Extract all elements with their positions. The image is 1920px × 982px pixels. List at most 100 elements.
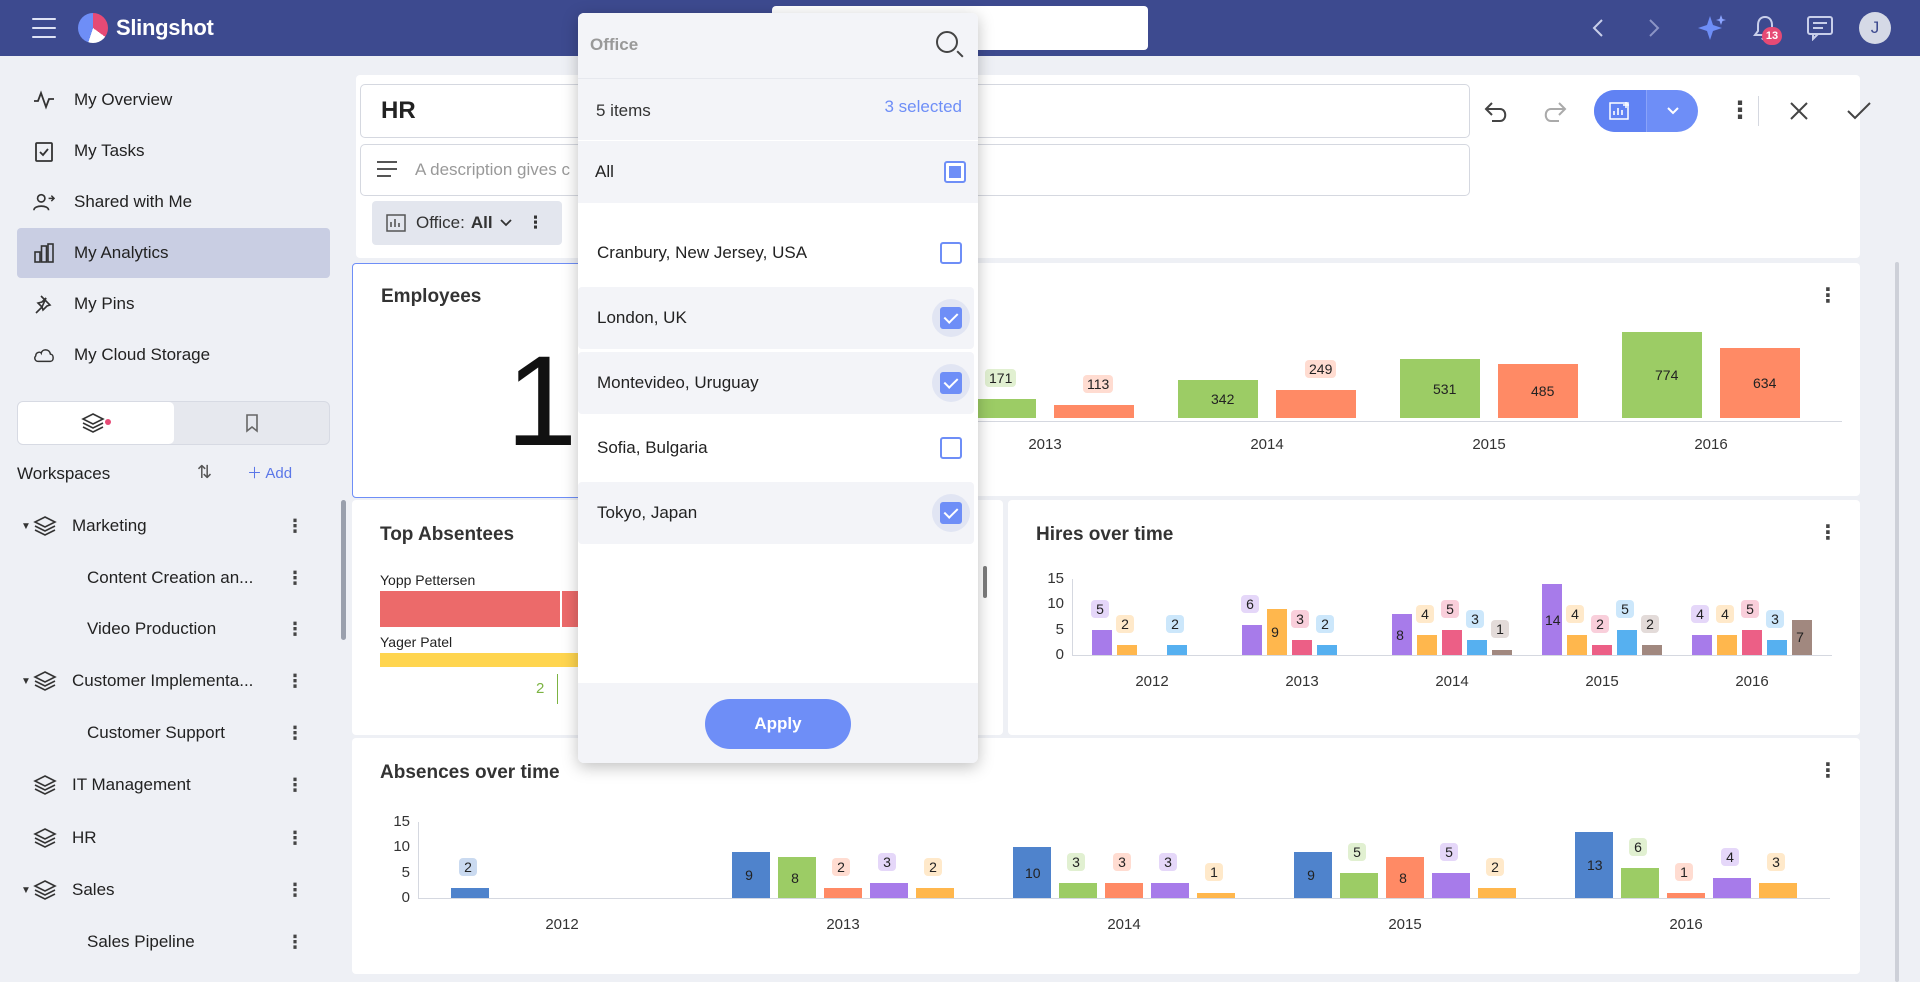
chat-icon[interactable] — [1806, 15, 1834, 41]
tree-item-hr[interactable]: HR ⋮ — [0, 816, 320, 860]
chart-bar[interactable] — [1340, 872, 1378, 898]
caret-down-icon[interactable]: ▼ — [21, 675, 31, 687]
more-icon[interactable]: ⋮ — [1818, 285, 1838, 307]
chart-bar[interactable] — [1567, 634, 1587, 655]
chart-bar[interactable] — [1294, 852, 1332, 898]
more-icon[interactable]: ⋮ — [286, 827, 304, 848]
tree-item-it-management[interactable]: IT Management ⋮ — [0, 763, 320, 807]
tree-item-marketing[interactable]: ▼ Marketing ⋮ — [0, 504, 320, 548]
chart-bar[interactable] — [1713, 877, 1751, 898]
more-icon[interactable]: ⋮ — [1728, 97, 1752, 124]
chart-bar[interactable] — [1151, 882, 1189, 898]
more-icon[interactable]: ⋮ — [286, 567, 304, 588]
add-visualization-button[interactable] — [1594, 90, 1698, 132]
add-workspace-button[interactable]: ＋ Add — [247, 465, 293, 482]
list-item[interactable]: Tokyo, Japan — [578, 482, 974, 544]
chart-bar[interactable] — [1642, 644, 1662, 655]
option-checkbox[interactable] — [940, 437, 962, 459]
tree-item-sales-pipeline[interactable]: Sales Pipeline ⋮ — [0, 920, 320, 964]
chart-bar[interactable] — [1717, 634, 1737, 655]
menu-icon[interactable] — [32, 18, 56, 38]
absentee-bar[interactable] — [380, 653, 580, 667]
check-icon[interactable] — [1846, 100, 1872, 122]
apply-button[interactable]: Apply — [705, 699, 851, 749]
sort-icon[interactable]: ⇅ — [197, 462, 213, 482]
sidebar-item-my-cloud-storage[interactable]: My Cloud Storage — [17, 330, 330, 380]
chart-bar[interactable] — [916, 887, 954, 898]
more-icon[interactable]: ⋮ — [286, 670, 304, 691]
tab-workspaces[interactable] — [18, 402, 174, 444]
chart-bar[interactable] — [732, 852, 770, 898]
more-icon[interactable]: ⋮ — [527, 213, 544, 232]
list-item[interactable]: Cranbury, New Jersey, USA — [578, 222, 974, 284]
chart-bar[interactable] — [1478, 887, 1516, 898]
chart-bar[interactable] — [870, 882, 908, 898]
chart-bar[interactable] — [1792, 619, 1812, 655]
select-all-checkbox[interactable] — [944, 161, 966, 183]
chart-bar[interactable] — [1720, 347, 1800, 418]
chart-bar[interactable] — [1621, 867, 1659, 898]
employee-trend-card[interactable]: ⋮ 171 113 2013 342 249 2014 531 485 2015 774 634 20… — [956, 263, 1860, 496]
chart-bar[interactable] — [1467, 639, 1487, 655]
option-checkbox[interactable] — [940, 372, 962, 394]
option-checkbox[interactable] — [940, 307, 962, 329]
chart-bar[interactable] — [1617, 629, 1637, 655]
tree-item-customer-support[interactable]: Customer Support ⋮ — [0, 711, 320, 755]
dropdown-search[interactable]: Office — [578, 13, 978, 78]
chart-bar[interactable] — [1092, 629, 1112, 655]
tree-item-content-creation[interactable]: Content Creation an... ⋮ — [0, 556, 320, 600]
chart-bar[interactable] — [1542, 584, 1562, 655]
hires-over-time-card[interactable]: Hires over time ⋮ 15 10 5 0 5 2 2 2012 6 9 3 2 2013 8… — [1008, 500, 1860, 735]
undo-icon[interactable] — [1482, 98, 1510, 126]
chart-bar[interactable] — [824, 887, 862, 898]
tab-bookmarks[interactable] — [174, 402, 329, 444]
more-icon[interactable]: ⋮ — [286, 931, 304, 952]
tree-item-customer-implementation[interactable]: ▼ Customer Implementa... ⋮ — [0, 659, 320, 703]
sidebar-item-my-tasks[interactable]: My Tasks — [17, 126, 330, 176]
sparkle-icon[interactable] — [1696, 12, 1728, 44]
redo-icon[interactable] — [1541, 98, 1569, 126]
absentee-bar[interactable] — [380, 591, 560, 627]
list-item[interactable]: Sofia, Bulgaria — [578, 417, 974, 479]
sidebar-scrollbar[interactable] — [341, 500, 346, 640]
forward-icon[interactable] — [1646, 16, 1662, 40]
absences-over-time-card[interactable]: Absences over time ⋮ 15 10 5 0 2 2012 9 8 2 3 2 201… — [352, 738, 1860, 974]
chart-bar[interactable] — [1317, 644, 1337, 655]
chart-bar[interactable] — [1498, 364, 1578, 418]
chart-bar[interactable] — [1054, 405, 1134, 418]
list-item[interactable]: London, UK — [578, 287, 974, 349]
caret-down-icon[interactable]: ▼ — [21, 520, 31, 532]
chart-bar[interactable] — [1267, 609, 1287, 655]
search-icon[interactable] — [936, 31, 958, 53]
back-icon[interactable] — [1590, 16, 1606, 40]
sidebar-item-my-overview[interactable]: My Overview — [17, 75, 330, 125]
more-icon[interactable]: ⋮ — [286, 515, 304, 536]
sidebar-item-my-analytics[interactable]: My Analytics — [17, 228, 330, 278]
more-icon[interactable]: ⋮ — [1818, 760, 1838, 782]
chart-bar[interactable] — [1105, 882, 1143, 898]
sidebar-item-shared-with-me[interactable]: Shared with Me — [17, 177, 330, 227]
chevron-down-icon[interactable] — [1646, 90, 1698, 132]
chart-bar[interactable] — [1400, 359, 1480, 418]
chart-bar[interactable] — [1432, 872, 1470, 898]
office-filter-chip[interactable]: Office: All ⋮ — [372, 201, 562, 245]
chart-bar[interactable] — [1442, 629, 1462, 655]
chart-bar[interactable] — [1417, 634, 1437, 655]
dropdown-scrollbar[interactable] — [983, 566, 987, 598]
chart-bar[interactable] — [1759, 882, 1797, 898]
chart-bar[interactable] — [1692, 634, 1712, 655]
chart-bar[interactable] — [451, 887, 489, 898]
chart-bar[interactable] — [1276, 390, 1356, 418]
more-icon[interactable]: ⋮ — [286, 722, 304, 743]
option-checkbox[interactable] — [940, 242, 962, 264]
chart-bar[interactable] — [1013, 847, 1051, 898]
chart-bar[interactable] — [1767, 639, 1787, 655]
chart-bar[interactable] — [1197, 892, 1235, 898]
more-icon[interactable]: ⋮ — [1818, 522, 1838, 544]
chart-bar[interactable] — [1622, 332, 1702, 418]
absentee-bar-segment[interactable] — [562, 591, 582, 627]
option-checkbox[interactable] — [940, 502, 962, 524]
chart-bar[interactable] — [1575, 832, 1613, 898]
tree-item-video-production[interactable]: Video Production ⋮ — [0, 607, 320, 651]
chart-bar[interactable] — [1292, 639, 1312, 655]
